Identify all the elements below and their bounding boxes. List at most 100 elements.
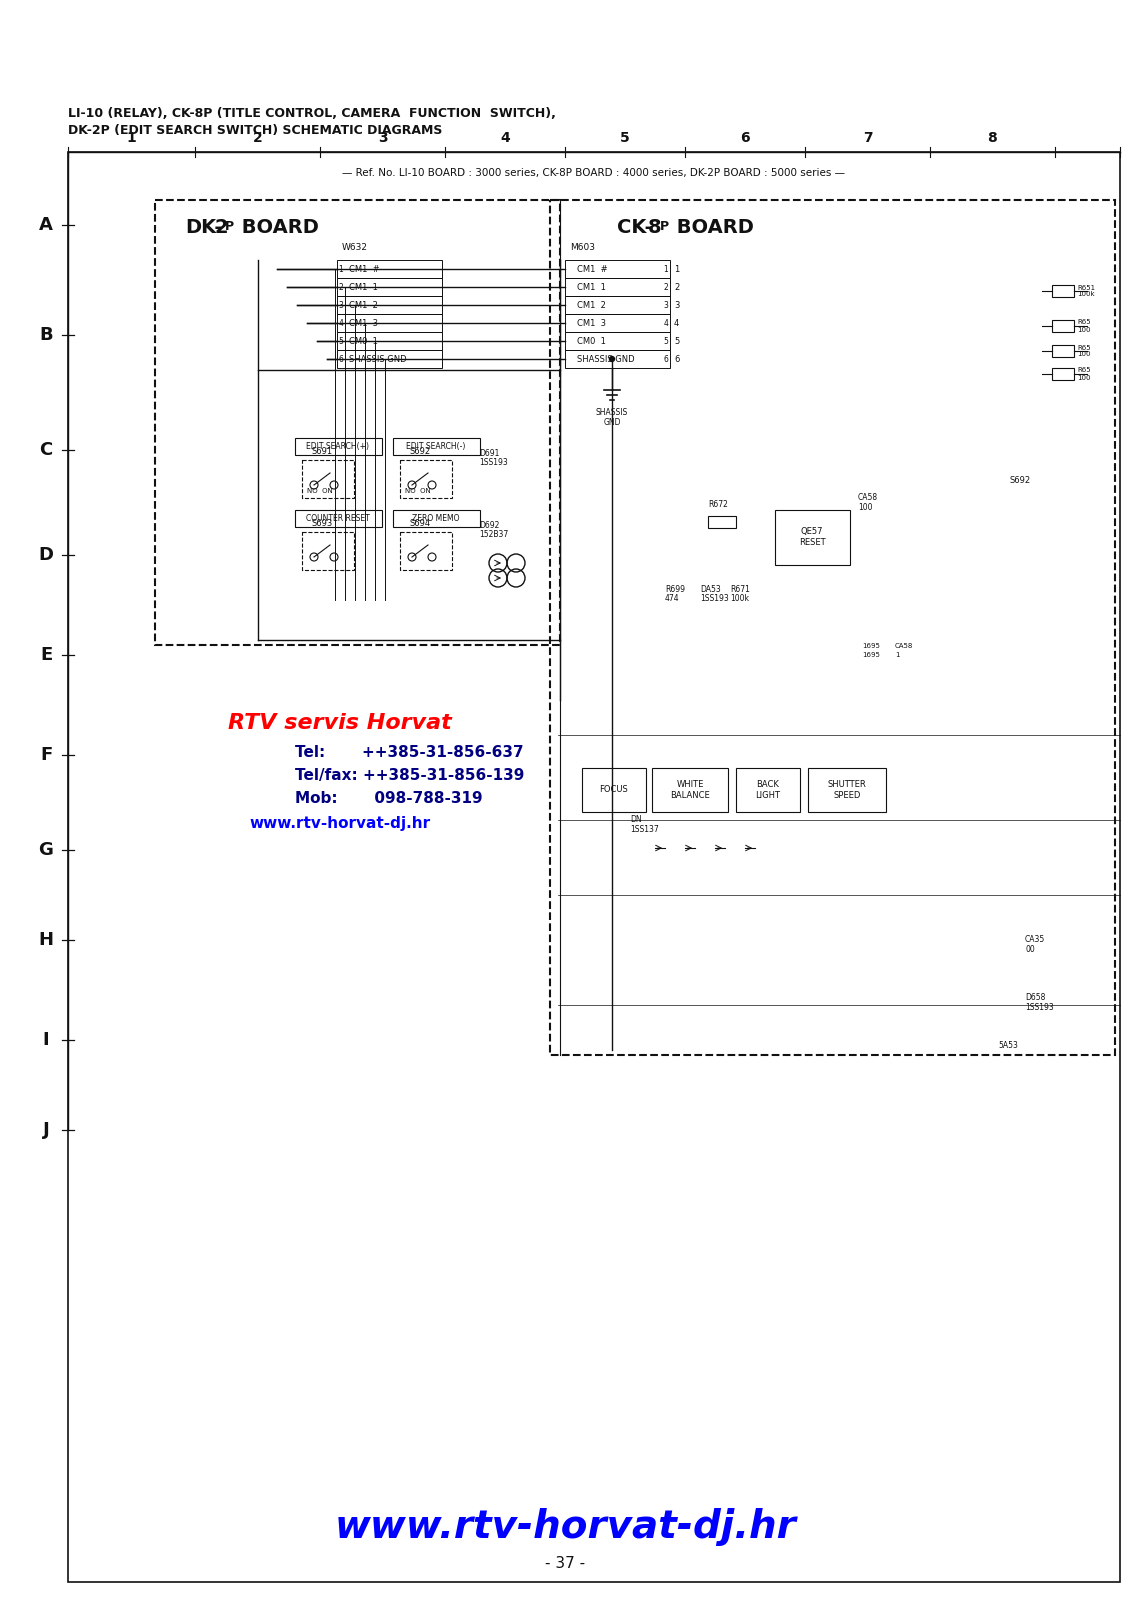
Bar bbox=[337, 259, 442, 278]
Bar bbox=[392, 438, 480, 454]
Text: R65
100: R65 100 bbox=[1077, 344, 1090, 357]
Text: 3: 3 bbox=[674, 301, 680, 309]
Bar bbox=[400, 531, 452, 570]
Text: BOARD: BOARD bbox=[670, 218, 754, 237]
Text: 8: 8 bbox=[987, 131, 998, 146]
Text: S693: S693 bbox=[311, 518, 333, 528]
Text: DK-2P (EDIT SEARCH SWITCH) SCHEMATIC DIAGRAMS: DK-2P (EDIT SEARCH SWITCH) SCHEMATIC DIA… bbox=[68, 125, 442, 138]
Text: H: H bbox=[38, 931, 53, 949]
Text: 1SS193: 1SS193 bbox=[700, 594, 728, 603]
Text: 3: 3 bbox=[338, 301, 344, 309]
Text: 5: 5 bbox=[338, 336, 344, 346]
Text: 1: 1 bbox=[127, 131, 137, 146]
Text: CM1  1: CM1 1 bbox=[577, 283, 606, 291]
Text: 6: 6 bbox=[664, 355, 668, 363]
Text: 1695: 1695 bbox=[862, 643, 880, 650]
Text: 2: 2 bbox=[674, 283, 680, 291]
Text: LI-10 (RELAY), CK-8P (TITLE CONTROL, CAMERA  FUNCTION  SWITCH),: LI-10 (RELAY), CK-8P (TITLE CONTROL, CAM… bbox=[68, 107, 555, 120]
Text: 2: 2 bbox=[664, 283, 668, 291]
Text: CM0  1: CM0 1 bbox=[577, 336, 606, 346]
Text: 2: 2 bbox=[252, 131, 262, 146]
Text: P: P bbox=[225, 219, 234, 234]
Text: CM1  1: CM1 1 bbox=[349, 283, 378, 291]
Text: RTV servis Horvat: RTV servis Horvat bbox=[228, 714, 452, 733]
Bar bbox=[566, 259, 670, 278]
Text: DA53: DA53 bbox=[700, 586, 720, 594]
Text: I: I bbox=[43, 1030, 50, 1050]
Text: E: E bbox=[40, 646, 52, 664]
Text: 1SS193: 1SS193 bbox=[480, 458, 508, 467]
Bar bbox=[400, 461, 452, 498]
Text: B: B bbox=[40, 326, 53, 344]
Text: BOARD: BOARD bbox=[235, 218, 319, 237]
Text: 5: 5 bbox=[620, 131, 630, 146]
Bar bbox=[392, 510, 480, 526]
Text: 1695: 1695 bbox=[862, 653, 880, 658]
Text: CM1  #: CM1 # bbox=[577, 264, 607, 274]
Text: 4: 4 bbox=[500, 131, 510, 146]
Text: W632: W632 bbox=[342, 243, 368, 251]
Bar bbox=[337, 333, 442, 350]
Bar bbox=[1052, 368, 1074, 379]
Text: CM1  #: CM1 # bbox=[349, 264, 380, 274]
Bar bbox=[1052, 320, 1074, 333]
Text: - 37 -: - 37 - bbox=[545, 1555, 585, 1571]
Text: COUNTER RESET: COUNTER RESET bbox=[307, 514, 370, 523]
Text: D: D bbox=[38, 546, 53, 565]
Bar bbox=[651, 768, 728, 813]
Bar bbox=[337, 350, 442, 368]
Bar bbox=[68, 152, 1120, 1582]
Text: CA58: CA58 bbox=[858, 493, 878, 502]
Text: R699: R699 bbox=[665, 586, 685, 594]
Bar bbox=[337, 314, 442, 333]
Text: SHASSIS
GND: SHASSIS GND bbox=[596, 408, 628, 427]
Text: D691: D691 bbox=[480, 450, 500, 458]
Text: R672: R672 bbox=[708, 499, 728, 509]
Text: www.rtv-horvat-dj.hr: www.rtv-horvat-dj.hr bbox=[250, 816, 431, 830]
Bar bbox=[775, 510, 851, 565]
Text: CM1  2: CM1 2 bbox=[349, 301, 378, 309]
Bar bbox=[566, 350, 670, 368]
Text: 5: 5 bbox=[674, 336, 680, 346]
Text: NO  ON: NO ON bbox=[307, 488, 333, 494]
Bar bbox=[302, 461, 354, 498]
Circle shape bbox=[610, 357, 614, 362]
Text: 2: 2 bbox=[338, 283, 344, 291]
Text: QE57
RESET: QE57 RESET bbox=[798, 528, 826, 547]
Text: R671: R671 bbox=[729, 586, 750, 594]
Text: 6: 6 bbox=[740, 131, 750, 146]
Text: CK-: CK- bbox=[618, 218, 653, 237]
Text: 100k: 100k bbox=[729, 594, 749, 603]
Bar bbox=[550, 200, 1115, 1054]
Bar bbox=[566, 314, 670, 333]
Text: Tel/fax: ++385-31-856-139: Tel/fax: ++385-31-856-139 bbox=[295, 768, 525, 782]
Bar bbox=[302, 531, 354, 570]
Bar bbox=[708, 515, 736, 528]
Text: SHASSIS GND: SHASSIS GND bbox=[577, 355, 634, 363]
Text: 1: 1 bbox=[895, 653, 899, 658]
Text: S691: S691 bbox=[311, 446, 333, 456]
Text: CM1  3: CM1 3 bbox=[349, 318, 378, 328]
Text: 5A53: 5A53 bbox=[998, 1042, 1018, 1050]
Text: NO  ON: NO ON bbox=[405, 488, 431, 494]
Text: R651
100k: R651 100k bbox=[1077, 285, 1095, 298]
Text: 152B37: 152B37 bbox=[480, 530, 508, 539]
Text: — Ref. No. LI-10 BOARD : 3000 series, CK-8P BOARD : 4000 series, DK-2P BOARD : 5: — Ref. No. LI-10 BOARD : 3000 series, CK… bbox=[343, 168, 846, 178]
Text: F: F bbox=[40, 746, 52, 765]
Text: WHITE
BALANCE: WHITE BALANCE bbox=[671, 781, 710, 800]
Text: 3: 3 bbox=[664, 301, 668, 309]
Text: S692: S692 bbox=[1010, 477, 1031, 485]
Bar bbox=[155, 200, 560, 645]
Bar bbox=[337, 278, 442, 296]
Text: S692: S692 bbox=[409, 446, 431, 456]
Text: G: G bbox=[38, 842, 53, 859]
Text: 3: 3 bbox=[378, 131, 387, 146]
Text: Mob:       098-788-319: Mob: 098-788-319 bbox=[295, 790, 483, 806]
Text: 1: 1 bbox=[664, 264, 668, 274]
Text: CM1  3: CM1 3 bbox=[577, 318, 606, 328]
Bar bbox=[295, 438, 382, 454]
Text: R65
100: R65 100 bbox=[1077, 320, 1090, 333]
Text: J: J bbox=[43, 1122, 50, 1139]
Text: 7: 7 bbox=[863, 131, 872, 146]
Bar bbox=[1052, 346, 1074, 357]
